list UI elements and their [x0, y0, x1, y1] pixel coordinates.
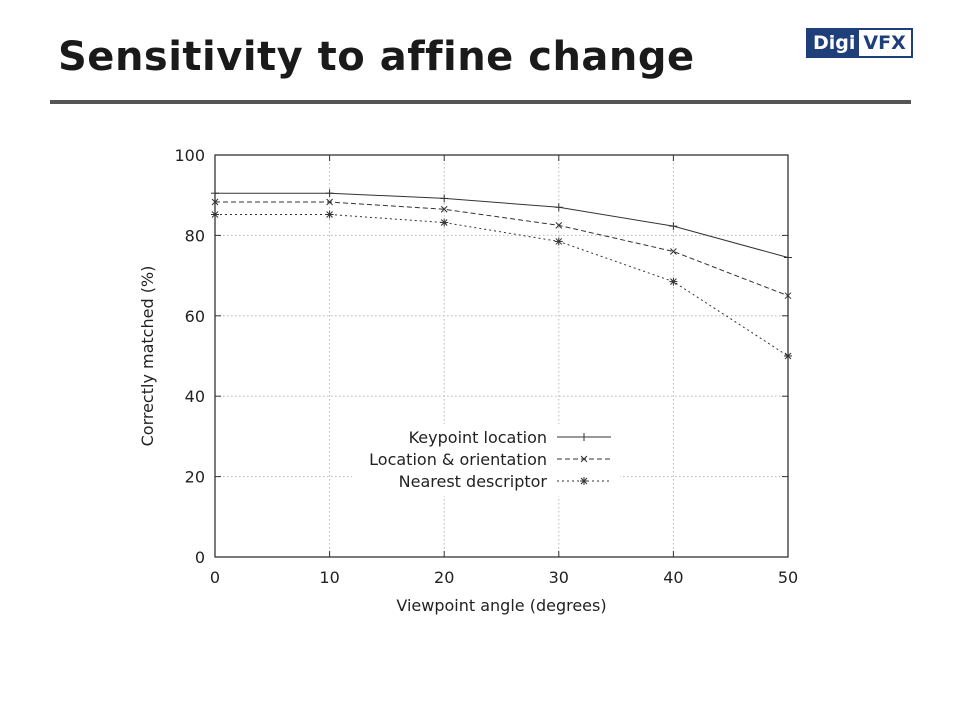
series-line-1	[215, 192, 789, 258]
logo-text-digi: Digi	[808, 30, 860, 56]
y-tick-label-80: 80	[185, 226, 205, 245]
ticks: 0 10 20 30 40 50 0 20 40 60 80 100	[174, 146, 798, 587]
legend-swatch-marker-3	[580, 477, 588, 485]
plot-frame	[214, 154, 789, 558]
legend-swatch-marker-1	[580, 433, 588, 441]
legend-label-2: Location & orientation	[369, 450, 547, 469]
title-divider	[50, 100, 911, 104]
logo-text-vfx: VFX	[859, 30, 911, 56]
x-tick-label-20: 20	[434, 568, 454, 587]
legend-label-1: Keypoint location	[409, 428, 547, 447]
series-2-point-30	[555, 221, 563, 229]
series-1-point-20	[440, 194, 449, 203]
series-2-point-20	[440, 205, 448, 213]
y-tick-label-20: 20	[185, 468, 205, 487]
series-line-3	[215, 213, 789, 357]
y-tick-label-0: 0	[195, 548, 205, 567]
y-tick-label-60: 60	[185, 307, 205, 326]
series-2-point-10	[326, 198, 333, 206]
y-axis-label: Correctly matched (%)	[138, 266, 157, 447]
slide-title: Sensitivity to affine change	[58, 34, 695, 80]
x-tick-label-0: 0	[210, 568, 220, 587]
x-axis-label: Viewpoint angle (degrees)	[396, 596, 606, 615]
series-3-point-10	[325, 210, 334, 219]
legend-background	[352, 424, 620, 496]
legend: Keypoint location Location & orientation N…	[352, 424, 620, 496]
series-3-point-40	[669, 277, 678, 286]
digivfx-logo: Digi VFX	[806, 28, 913, 58]
series-line-2	[215, 201, 789, 297]
series-1-point-40	[669, 222, 678, 231]
series-1-point-10	[325, 189, 334, 198]
series-layer	[211, 189, 792, 360]
series-2-point-40	[670, 248, 677, 255]
series-3-point-30	[554, 237, 563, 246]
series-3-point-20	[440, 218, 449, 227]
series-1-point-30	[554, 203, 563, 212]
legend-label-3: Nearest descriptor	[399, 472, 548, 491]
x-tick-label-10: 10	[319, 568, 339, 587]
grid	[215, 155, 788, 557]
y-tick-label-100: 100	[174, 146, 205, 165]
y-tick-label-40: 40	[185, 387, 205, 406]
x-tick-label-30: 30	[549, 568, 569, 587]
legend-swatch-marker-2	[580, 455, 588, 463]
x-tick-label-50: 50	[778, 568, 798, 587]
x-tick-label-40: 40	[663, 568, 683, 587]
